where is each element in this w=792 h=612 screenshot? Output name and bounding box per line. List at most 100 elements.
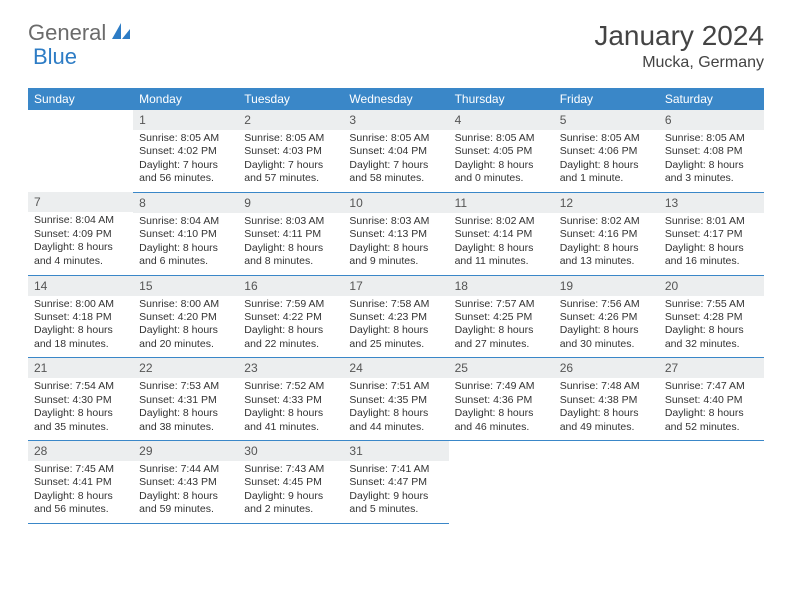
day-number: 10 (343, 193, 448, 213)
day-number: 14 (28, 276, 133, 296)
weekday-header: Tuesday (238, 88, 343, 110)
day-number: 20 (659, 276, 764, 296)
day-details: Sunrise: 8:05 AMSunset: 4:02 PMDaylight:… (133, 130, 238, 192)
calendar-day-cell: 8Sunrise: 8:04 AMSunset: 4:10 PMDaylight… (133, 192, 238, 275)
day-details: Sunrise: 8:01 AMSunset: 4:17 PMDaylight:… (659, 213, 764, 275)
logo-sail-icon (110, 21, 132, 46)
calendar-day-cell: 21Sunrise: 7:54 AMSunset: 4:30 PMDayligh… (28, 358, 133, 441)
day-number: 24 (343, 358, 448, 378)
location-subtitle: Mucka, Germany (594, 54, 764, 72)
calendar-day-cell: 26Sunrise: 7:48 AMSunset: 4:38 PMDayligh… (554, 358, 659, 441)
calendar-day-cell: 30Sunrise: 7:43 AMSunset: 4:45 PMDayligh… (238, 441, 343, 524)
day-details: Sunrise: 8:05 AMSunset: 4:03 PMDaylight:… (238, 130, 343, 192)
day-details: Sunrise: 7:45 AMSunset: 4:41 PMDaylight:… (28, 461, 133, 523)
day-details: Sunrise: 7:54 AMSunset: 4:30 PMDaylight:… (28, 378, 133, 440)
day-number: 26 (554, 358, 659, 378)
weekday-header: Sunday (28, 88, 133, 110)
day-number: 28 (28, 441, 133, 461)
day-details: Sunrise: 8:04 AMSunset: 4:10 PMDaylight:… (133, 213, 238, 275)
day-number: 19 (554, 276, 659, 296)
calendar-day-cell: 4Sunrise: 8:05 AMSunset: 4:05 PMDaylight… (449, 110, 554, 192)
calendar-day-cell: 5Sunrise: 8:05 AMSunset: 4:06 PMDaylight… (554, 110, 659, 192)
day-number: 16 (238, 276, 343, 296)
calendar-day-cell: 2Sunrise: 8:05 AMSunset: 4:03 PMDaylight… (238, 110, 343, 192)
day-details: Sunrise: 7:51 AMSunset: 4:35 PMDaylight:… (343, 378, 448, 440)
day-number: 22 (133, 358, 238, 378)
day-number: 15 (133, 276, 238, 296)
day-number: 21 (28, 358, 133, 378)
calendar-day-cell: .. (554, 441, 659, 524)
calendar-day-cell: 10Sunrise: 8:03 AMSunset: 4:13 PMDayligh… (343, 192, 448, 275)
day-number: 25 (449, 358, 554, 378)
day-details: Sunrise: 8:02 AMSunset: 4:14 PMDaylight:… (449, 213, 554, 275)
calendar-day-cell: 15Sunrise: 8:00 AMSunset: 4:20 PMDayligh… (133, 275, 238, 358)
day-details: Sunrise: 7:52 AMSunset: 4:33 PMDaylight:… (238, 378, 343, 440)
day-details: Sunrise: 8:00 AMSunset: 4:20 PMDaylight:… (133, 296, 238, 358)
day-number: 30 (238, 441, 343, 461)
day-number: 9 (238, 193, 343, 213)
day-details: Sunrise: 8:04 AMSunset: 4:09 PMDaylight:… (28, 212, 133, 274)
calendar-day-cell: 27Sunrise: 7:47 AMSunset: 4:40 PMDayligh… (659, 358, 764, 441)
logo-text-general: General (28, 20, 106, 46)
calendar-day-cell: 12Sunrise: 8:02 AMSunset: 4:16 PMDayligh… (554, 192, 659, 275)
day-number: 17 (343, 276, 448, 296)
day-details: Sunrise: 7:49 AMSunset: 4:36 PMDaylight:… (449, 378, 554, 440)
day-number: 4 (449, 110, 554, 130)
calendar-day-cell: .. (659, 441, 764, 524)
calendar-day-cell: 31Sunrise: 7:41 AMSunset: 4:47 PMDayligh… (343, 441, 448, 524)
calendar-day-cell: .. (28, 110, 133, 192)
calendar-day-cell: .. (449, 441, 554, 524)
calendar-week-row: 21Sunrise: 7:54 AMSunset: 4:30 PMDayligh… (28, 358, 764, 441)
day-details: Sunrise: 8:02 AMSunset: 4:16 PMDaylight:… (554, 213, 659, 275)
calendar-day-cell: 28Sunrise: 7:45 AMSunset: 4:41 PMDayligh… (28, 441, 133, 524)
day-number: 13 (659, 193, 764, 213)
calendar-day-cell: 22Sunrise: 7:53 AMSunset: 4:31 PMDayligh… (133, 358, 238, 441)
day-details: Sunrise: 8:05 AMSunset: 4:05 PMDaylight:… (449, 130, 554, 192)
calendar-week-row: 7Sunrise: 8:04 AMSunset: 4:09 PMDaylight… (28, 192, 764, 275)
calendar-week-row: 14Sunrise: 8:00 AMSunset: 4:18 PMDayligh… (28, 275, 764, 358)
weekday-header: Monday (133, 88, 238, 110)
day-details: Sunrise: 8:00 AMSunset: 4:18 PMDaylight:… (28, 296, 133, 358)
day-number: 6 (659, 110, 764, 130)
day-details: Sunrise: 8:05 AMSunset: 4:08 PMDaylight:… (659, 130, 764, 192)
day-details: Sunrise: 7:53 AMSunset: 4:31 PMDaylight:… (133, 378, 238, 440)
day-details: Sunrise: 8:05 AMSunset: 4:04 PMDaylight:… (343, 130, 448, 192)
day-details: Sunrise: 7:48 AMSunset: 4:38 PMDaylight:… (554, 378, 659, 440)
day-number: 5 (554, 110, 659, 130)
header: General January 2024 Mucka, Germany (28, 20, 764, 72)
day-number: 7 (28, 192, 133, 212)
weekday-header-row: SundayMondayTuesdayWednesdayThursdayFrid… (28, 88, 764, 110)
day-number: 27 (659, 358, 764, 378)
day-number: 31 (343, 441, 448, 461)
day-details: Sunrise: 7:58 AMSunset: 4:23 PMDaylight:… (343, 296, 448, 358)
calendar-week-row: ..1Sunrise: 8:05 AMSunset: 4:02 PMDaylig… (28, 110, 764, 192)
calendar-day-cell: 9Sunrise: 8:03 AMSunset: 4:11 PMDaylight… (238, 192, 343, 275)
day-details: Sunrise: 7:57 AMSunset: 4:25 PMDaylight:… (449, 296, 554, 358)
day-number: 2 (238, 110, 343, 130)
calendar-day-cell: 18Sunrise: 7:57 AMSunset: 4:25 PMDayligh… (449, 275, 554, 358)
day-number: 11 (449, 193, 554, 213)
calendar-day-cell: 29Sunrise: 7:44 AMSunset: 4:43 PMDayligh… (133, 441, 238, 524)
calendar-week-row: 28Sunrise: 7:45 AMSunset: 4:41 PMDayligh… (28, 441, 764, 524)
day-number: 12 (554, 193, 659, 213)
day-details: Sunrise: 7:56 AMSunset: 4:26 PMDaylight:… (554, 296, 659, 358)
day-details: Sunrise: 8:03 AMSunset: 4:11 PMDaylight:… (238, 213, 343, 275)
logo-text-blue: Blue (33, 44, 77, 69)
day-details: Sunrise: 7:44 AMSunset: 4:43 PMDaylight:… (133, 461, 238, 523)
weekday-header: Wednesday (343, 88, 448, 110)
calendar-day-cell: 11Sunrise: 8:02 AMSunset: 4:14 PMDayligh… (449, 192, 554, 275)
day-number: 29 (133, 441, 238, 461)
calendar-day-cell: 23Sunrise: 7:52 AMSunset: 4:33 PMDayligh… (238, 358, 343, 441)
calendar-day-cell: 17Sunrise: 7:58 AMSunset: 4:23 PMDayligh… (343, 275, 448, 358)
day-details: Sunrise: 7:55 AMSunset: 4:28 PMDaylight:… (659, 296, 764, 358)
logo: General (28, 20, 134, 46)
calendar-day-cell: 1Sunrise: 8:05 AMSunset: 4:02 PMDaylight… (133, 110, 238, 192)
calendar-day-cell: 7Sunrise: 8:04 AMSunset: 4:09 PMDaylight… (28, 192, 133, 275)
day-number: 18 (449, 276, 554, 296)
calendar-day-cell: 16Sunrise: 7:59 AMSunset: 4:22 PMDayligh… (238, 275, 343, 358)
weekday-header: Thursday (449, 88, 554, 110)
calendar-day-cell: 14Sunrise: 8:00 AMSunset: 4:18 PMDayligh… (28, 275, 133, 358)
day-details: Sunrise: 8:05 AMSunset: 4:06 PMDaylight:… (554, 130, 659, 192)
day-details: Sunrise: 7:41 AMSunset: 4:47 PMDaylight:… (343, 461, 448, 523)
calendar-day-cell: 20Sunrise: 7:55 AMSunset: 4:28 PMDayligh… (659, 275, 764, 358)
